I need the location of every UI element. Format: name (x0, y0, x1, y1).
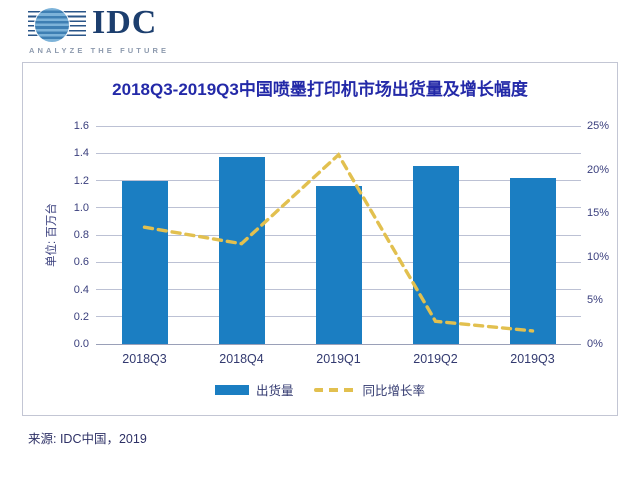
right-axis-tick: 5% (587, 294, 603, 307)
legend-label-growth: 同比增长率 (362, 384, 426, 398)
left-axis-tick: 0.4 (73, 283, 89, 296)
right-axis-tick: 15% (587, 207, 610, 220)
gridline (96, 180, 581, 181)
logo-tagline: ANALYZE THE FUTURE (29, 46, 170, 55)
globe-icon (28, 8, 86, 42)
left-axis-tick: 0.0 (73, 338, 89, 350)
left-axis-tick: 1.0 (73, 201, 89, 214)
x-axis-label: 2019Q3 (510, 352, 555, 366)
legend: 出货量 同比增长率 (23, 380, 617, 399)
left-axis-tick: 1.2 (73, 174, 89, 187)
right-axis-tick: 25% (587, 120, 610, 132)
chart-title: 2018Q3-2019Q3中国喷墨打印机市场出货量及增长幅度 (112, 80, 528, 99)
legend-item-growth: 同比增长率 (313, 380, 426, 399)
bar-2018Q3 (121, 180, 168, 344)
left-axis-tick: 1.4 (73, 147, 89, 160)
bar-2019Q2 (412, 165, 459, 344)
bar-2019Q3 (509, 177, 556, 344)
left-axis-tick: 0.2 (73, 310, 89, 323)
trend-line (142, 152, 535, 333)
left-axis-tick: 0.6 (73, 256, 89, 269)
right-axis-tick: 0% (587, 338, 603, 350)
right-axis-tick: 20% (587, 163, 610, 176)
legend-bar-swatch (214, 384, 249, 395)
x-axis-label: 2019Q2 (413, 352, 458, 366)
gridline (96, 125, 581, 127)
gridline (96, 343, 581, 345)
legend-line-swatch (313, 387, 356, 392)
left-axis-tick: 1.6 (73, 120, 89, 132)
legend-item-shipments: 出货量 (214, 380, 294, 399)
bar-2019Q1 (315, 185, 362, 344)
source-text: 来源: IDC中国，2019 (28, 432, 147, 446)
bar-2018Q4 (218, 157, 265, 344)
idc-logo: IDC ANALYZE THE FUTURE (28, 4, 228, 60)
chart-card: 2018Q3-2019Q3中国喷墨打印机市场出货量及增长幅度 单位: 百万台 0… (22, 62, 618, 416)
left-axis-tick: 0.8 (73, 229, 89, 241)
x-axis-label: 2018Q3 (122, 352, 167, 366)
x-axis-label: 2018Q4 (219, 352, 264, 366)
right-axis-tick: 10% (587, 250, 610, 263)
plot-area (96, 125, 581, 345)
x-axis-label: 2019Q1 (316, 352, 361, 366)
legend-label-shipments: 出货量 (255, 384, 294, 398)
logo-text: IDC (92, 4, 158, 41)
